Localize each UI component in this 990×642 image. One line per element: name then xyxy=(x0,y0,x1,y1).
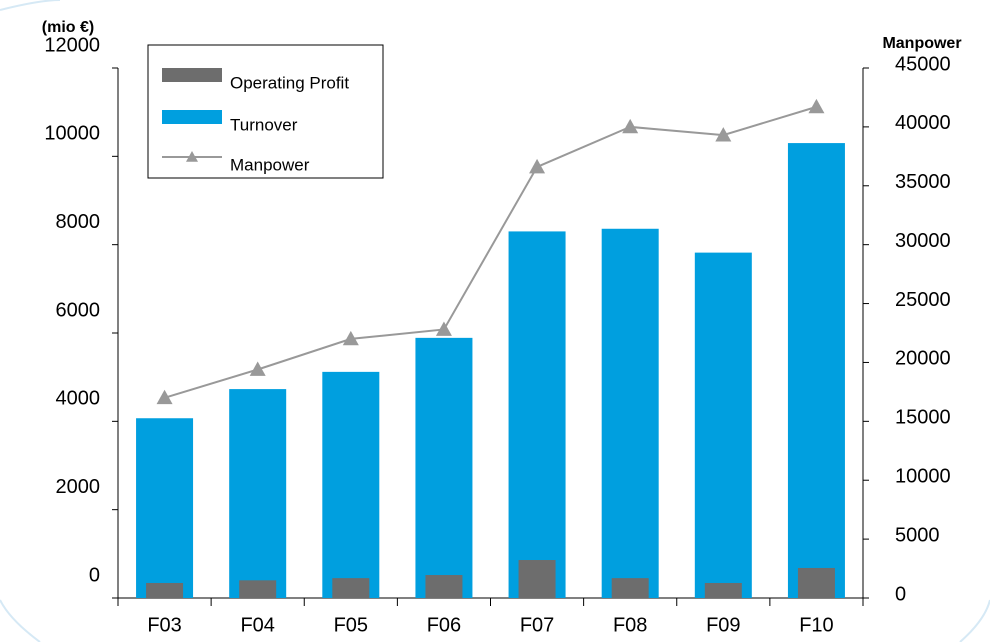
marker xyxy=(808,98,825,114)
x-tick-label: F04 xyxy=(240,614,274,636)
legend-swatch xyxy=(162,110,222,124)
x-tick-label: F07 xyxy=(520,614,554,636)
bar xyxy=(332,578,370,598)
bar xyxy=(415,337,473,598)
legend-label: Turnover xyxy=(230,115,298,134)
bar xyxy=(704,582,742,598)
marker xyxy=(622,118,639,134)
bar xyxy=(787,143,845,599)
decoration xyxy=(0,0,61,11)
bar xyxy=(601,228,659,598)
y-tick-label: 10000 xyxy=(44,123,100,145)
marker xyxy=(529,158,546,174)
y2-tick-label: 35000 xyxy=(895,171,951,193)
y2-tick-label: 25000 xyxy=(895,289,951,311)
legend-marker xyxy=(186,151,198,162)
y-tick-label: 4000 xyxy=(56,388,101,410)
x-tick-label: F06 xyxy=(427,614,461,636)
legend-label: Operating Profit xyxy=(230,73,349,92)
legend-swatch xyxy=(162,68,222,82)
y-tick-label: 12000 xyxy=(44,34,100,56)
marker xyxy=(342,330,359,346)
bar xyxy=(322,371,380,598)
bar xyxy=(508,231,566,598)
y-axis-label: (mio €) xyxy=(42,19,94,36)
x-tick-label: F10 xyxy=(799,614,833,636)
bar xyxy=(611,578,649,598)
bar xyxy=(136,418,194,598)
bar xyxy=(146,582,184,598)
decoration xyxy=(0,599,41,642)
y2-tick-label: 15000 xyxy=(895,407,951,429)
bar xyxy=(518,560,556,598)
line xyxy=(164,105,817,399)
y-tick-label: 6000 xyxy=(56,299,101,321)
bar xyxy=(229,389,287,598)
bar xyxy=(239,580,277,598)
x-tick-label: F08 xyxy=(613,614,647,636)
y2-tick-label: 45000 xyxy=(895,53,951,75)
y2-tick-label: 5000 xyxy=(895,524,940,546)
y2-tick-label: 0 xyxy=(895,583,906,605)
y2-tick-label: 30000 xyxy=(895,230,951,252)
bar xyxy=(425,575,463,598)
bar xyxy=(694,252,752,598)
bar xyxy=(797,567,835,598)
decoration xyxy=(959,599,990,642)
marker xyxy=(715,127,732,142)
y2-tick-label: 10000 xyxy=(895,466,951,488)
y2-tick-label: 40000 xyxy=(895,112,951,134)
y2-axis-label: Manpower xyxy=(882,35,961,52)
x-tick-label: F09 xyxy=(706,614,740,636)
x-tick-label: F03 xyxy=(147,614,181,636)
marker xyxy=(435,321,452,336)
x-tick-label: F05 xyxy=(334,614,368,636)
y-tick-label: 2000 xyxy=(56,476,101,498)
y-tick-label: 0 xyxy=(89,564,100,586)
y2-tick-label: 20000 xyxy=(895,348,951,370)
legend-label: Manpower xyxy=(230,155,310,174)
marker xyxy=(156,389,173,405)
y-tick-label: 8000 xyxy=(56,211,101,233)
marker xyxy=(249,361,266,376)
